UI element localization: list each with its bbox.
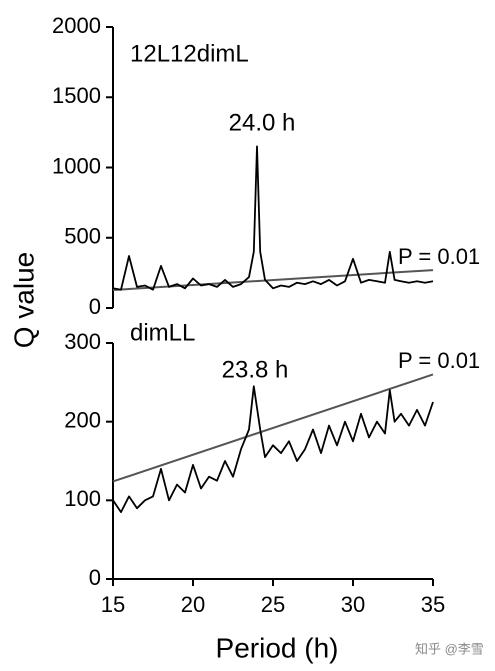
x-tick-label: 20 bbox=[181, 592, 205, 617]
data-line bbox=[112, 385, 434, 513]
x-tick-label: 25 bbox=[261, 592, 285, 617]
y-tick-label: 1000 bbox=[52, 153, 101, 178]
y-tick-label: 2000 bbox=[52, 13, 101, 38]
y-tick-label: 0 bbox=[89, 565, 101, 590]
y-tick-label: 200 bbox=[64, 407, 101, 432]
threshold-label: P = 0.01 bbox=[398, 348, 480, 373]
x-tick-label: 30 bbox=[341, 592, 365, 617]
y-tick-label: 500 bbox=[64, 224, 101, 249]
x-axis-label: Period (h) bbox=[216, 632, 339, 663]
threshold-line bbox=[112, 373, 434, 483]
x-tick-label: 35 bbox=[421, 592, 445, 617]
y-tick-label: 100 bbox=[64, 486, 101, 511]
peak-label: 24.0 h bbox=[229, 109, 296, 136]
threshold-line bbox=[112, 269, 434, 292]
peak-label: 23.8 h bbox=[222, 356, 289, 383]
panel-label: dimLL bbox=[130, 319, 195, 346]
y-axis-label: Q value bbox=[8, 252, 39, 349]
watermark: 知乎 @李雪 bbox=[415, 641, 484, 656]
x-tick-label: 15 bbox=[101, 592, 125, 617]
threshold-label: P = 0.01 bbox=[398, 244, 480, 269]
data-line bbox=[112, 145, 434, 291]
panel-label: 12L12dimL bbox=[130, 40, 249, 67]
y-tick-label: 0 bbox=[89, 294, 101, 319]
y-tick-label: 300 bbox=[64, 329, 101, 354]
y-tick-label: 1500 bbox=[52, 83, 101, 108]
